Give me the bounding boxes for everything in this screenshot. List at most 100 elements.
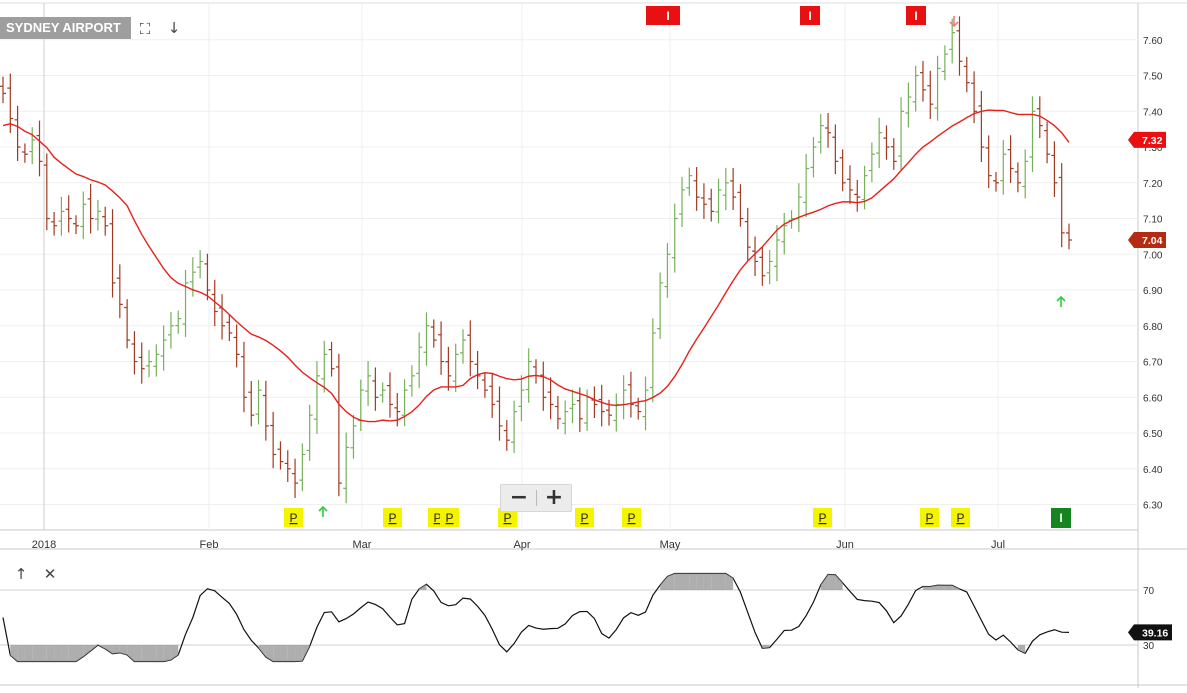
- chart-title: SYDNEY AIRPORT: [0, 17, 131, 39]
- overbought-shade: [674, 573, 683, 590]
- oversold-shade: [119, 645, 128, 655]
- zoom-in-button[interactable]: +: [544, 485, 564, 510]
- y-tick-label: 7.10: [1143, 215, 1163, 226]
- y-tick-label: 6.50: [1143, 429, 1163, 440]
- y-tick-label: 7.00: [1143, 250, 1163, 261]
- x-tick-label: Jun: [836, 539, 854, 551]
- overbought-shade: [682, 573, 690, 590]
- oversold-shade: [24, 645, 33, 662]
- oversold-shade: [149, 645, 157, 662]
- y-tick-label: 6.40: [1143, 465, 1163, 476]
- p-signal-marker: [622, 508, 641, 527]
- x-tick-label: Apr: [513, 539, 530, 551]
- p-signal-label: P: [433, 511, 441, 525]
- y-tick-label: 7.60: [1143, 36, 1163, 47]
- p-signal-label: P: [445, 511, 453, 525]
- oscillator-value-tag: 39.16: [1142, 627, 1168, 639]
- oversold-shade: [17, 645, 25, 662]
- oversold-shade: [170, 645, 179, 660]
- y-tick-label: 6.80: [1143, 322, 1163, 333]
- p-signal-label: P: [580, 511, 588, 525]
- p-signal-label: P: [925, 511, 933, 525]
- last-price-tag: 7.04: [1142, 235, 1163, 247]
- oversold-shade: [273, 645, 281, 662]
- p-signal-label: P: [956, 511, 964, 525]
- buy-signal-marker: [1051, 508, 1071, 528]
- x-tick-label: Feb: [200, 539, 219, 551]
- buy-arrow-icon-head: [1056, 295, 1066, 302]
- p-signal-label: P: [627, 511, 635, 525]
- oversold-shade: [68, 645, 77, 662]
- p-signal-marker: [383, 508, 402, 527]
- overbought-shade: [718, 573, 726, 590]
- overbought-shade: [922, 586, 931, 590]
- oversold-shade: [156, 645, 164, 662]
- sell-signal-marker: [646, 6, 680, 25]
- oversold-shade: [32, 645, 40, 662]
- oversold-shade: [762, 645, 770, 649]
- zoom-out-button[interactable]: −: [509, 485, 529, 510]
- expand-icon[interactable]: ⛶: [139, 20, 151, 38]
- y-tick-label: 7.50: [1143, 72, 1163, 83]
- overbought-shade: [820, 574, 829, 590]
- y-tick-label: 6.90: [1143, 286, 1163, 297]
- oversold-shade: [163, 645, 171, 662]
- ohlc-bars: [0, 16, 1072, 504]
- x-tick-label: Mar: [353, 539, 372, 551]
- oversold-shade: [258, 645, 266, 658]
- arrow-up-icon[interactable]: ↑: [14, 565, 28, 583]
- sell-signal-marker: [800, 6, 820, 25]
- arrow-down-icon[interactable]: ↓: [167, 19, 181, 37]
- buy-signal-label: I: [1059, 511, 1062, 525]
- oversold-shade: [141, 645, 150, 662]
- overbought-shade: [711, 573, 719, 590]
- buy-arrow-icon-head: [318, 505, 328, 512]
- oversold-shade: [112, 645, 120, 654]
- main-plot-area: [0, 3, 1138, 530]
- oversold-shade: [76, 645, 84, 662]
- p-signal-marker: [951, 508, 970, 527]
- p-signal-marker: [498, 508, 517, 527]
- sell-arrow-icon-head: [949, 21, 959, 28]
- p-signal-label: P: [503, 511, 511, 525]
- oversold-shade: [1017, 645, 1026, 654]
- overbought-shade: [725, 573, 734, 590]
- p-signal-marker: [284, 508, 303, 527]
- oversold-shade: [39, 645, 47, 662]
- overbought-shade: [944, 585, 953, 590]
- overbought-shade: [952, 585, 960, 590]
- overbought-shade: [828, 574, 836, 590]
- p-signal-label: P: [289, 511, 297, 525]
- x-tick-label: May: [660, 539, 681, 551]
- p-signal-label: P: [388, 511, 396, 525]
- overbought-shade: [419, 584, 427, 590]
- overbought-shade: [930, 585, 938, 590]
- ma-price-tag: 7.32: [1142, 135, 1163, 147]
- p-signal-marker: [440, 508, 459, 527]
- oversold-shade: [83, 645, 91, 657]
- overbought-shade: [696, 573, 704, 590]
- overbought-shade: [937, 585, 945, 590]
- oversold-shade: [10, 645, 18, 662]
- sell-signal-label: I: [914, 9, 917, 23]
- overbought-shade: [660, 576, 668, 590]
- last-price-tag-bg: [1128, 232, 1166, 248]
- oversold-shade: [61, 645, 69, 662]
- close-icon[interactable]: ✕: [43, 565, 57, 583]
- oversold-shade: [295, 645, 303, 662]
- zoom-divider: [536, 490, 537, 506]
- y-tick-label: 7.40: [1143, 107, 1163, 118]
- overbought-shade: [703, 573, 712, 590]
- oversold-shade: [265, 645, 274, 662]
- oversold-shade: [280, 645, 288, 662]
- oscillator-value-tag-bg: [1128, 624, 1172, 641]
- moving-average-line: [2, 109, 1070, 423]
- oversold-shade: [127, 645, 135, 662]
- y-tick-label: 7.30: [1143, 143, 1163, 154]
- oversold-shade: [54, 645, 62, 662]
- p-signal-marker: [575, 508, 594, 527]
- y-tick-label: 6.60: [1143, 393, 1163, 404]
- y-tick-label: 6.70: [1143, 358, 1163, 369]
